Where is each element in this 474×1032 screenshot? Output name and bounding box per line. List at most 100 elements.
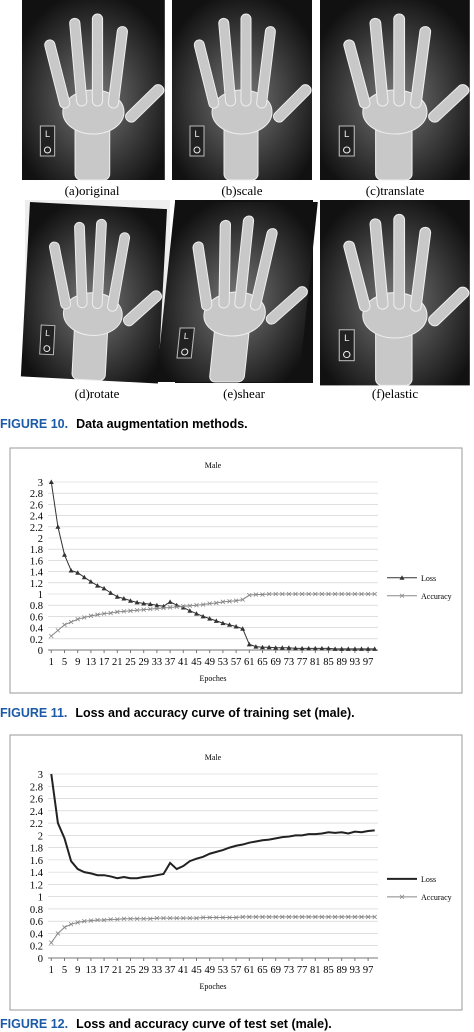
marker bbox=[101, 585, 107, 591]
marker bbox=[55, 628, 61, 633]
charts: Male00.20.40.60.811.21.41.61.822.22.42.6… bbox=[0, 447, 463, 1031]
marker bbox=[220, 599, 226, 605]
marker bbox=[68, 921, 74, 927]
marker bbox=[306, 645, 312, 651]
x-tick-label: 65 bbox=[257, 657, 268, 668]
marker bbox=[345, 646, 351, 651]
marker bbox=[352, 646, 358, 651]
y-tick-label: 3 bbox=[38, 478, 43, 489]
marker bbox=[121, 916, 127, 922]
y-tick-label: 1.4 bbox=[30, 868, 44, 879]
y-tick-label: 1.8 bbox=[30, 844, 43, 855]
marker bbox=[148, 606, 153, 612]
marker bbox=[299, 645, 305, 651]
x-tick-label: 45 bbox=[191, 965, 202, 976]
marker bbox=[115, 917, 120, 922]
marker bbox=[141, 916, 146, 922]
x-tick-label: 81 bbox=[310, 657, 321, 668]
x-tick-label: 1 bbox=[49, 657, 54, 668]
marker bbox=[339, 591, 344, 597]
legend-label: Loss bbox=[421, 875, 436, 884]
marker bbox=[194, 602, 199, 608]
marker bbox=[227, 598, 232, 604]
marker bbox=[115, 609, 120, 615]
x-tick-label: 41 bbox=[178, 965, 189, 976]
marker bbox=[365, 591, 371, 597]
marker bbox=[207, 601, 212, 606]
marker bbox=[312, 645, 318, 651]
marker bbox=[88, 613, 94, 619]
y-tick-label: 2.6 bbox=[30, 500, 43, 511]
marker bbox=[101, 917, 107, 923]
x-tick-label: 73 bbox=[284, 965, 295, 976]
x-tick-label: 85 bbox=[323, 657, 334, 668]
marker bbox=[128, 916, 133, 922]
marker bbox=[200, 613, 206, 619]
x-tick-label: 29 bbox=[138, 965, 149, 976]
y-tick-label: 2.2 bbox=[30, 819, 43, 830]
x-tick-label: 5 bbox=[62, 657, 67, 668]
marker bbox=[326, 645, 331, 651]
chart-frame bbox=[9, 734, 463, 1011]
marker bbox=[227, 915, 232, 920]
chart-title: Male bbox=[205, 753, 222, 762]
marker bbox=[273, 645, 279, 650]
panel-label: (c)translate bbox=[366, 183, 425, 198]
marker bbox=[108, 917, 113, 922]
x-tick-label: 69 bbox=[270, 657, 281, 668]
marker bbox=[313, 591, 318, 597]
marker bbox=[365, 646, 371, 651]
y-tick-label: 1.2 bbox=[30, 579, 43, 590]
marker bbox=[273, 591, 278, 597]
marker bbox=[121, 609, 127, 614]
marker bbox=[214, 915, 219, 920]
marker bbox=[233, 623, 239, 629]
marker bbox=[141, 607, 146, 612]
marker bbox=[266, 591, 272, 597]
marker bbox=[332, 914, 338, 920]
marker bbox=[346, 914, 351, 920]
marker bbox=[280, 914, 285, 920]
figure-label: FIGURE 10. bbox=[0, 417, 68, 431]
y-tick-label: 2.8 bbox=[30, 782, 43, 793]
marker bbox=[154, 606, 160, 611]
marker bbox=[246, 641, 252, 647]
y-tick-label: 1.4 bbox=[30, 568, 44, 579]
x-tick-label: 89 bbox=[336, 657, 347, 668]
marker bbox=[227, 622, 232, 627]
marker bbox=[62, 925, 67, 930]
series-line bbox=[50, 593, 375, 637]
x-tick-label: 61 bbox=[244, 965, 255, 976]
y-tick-label: 0.8 bbox=[30, 601, 43, 612]
x-tick-label: 17 bbox=[99, 657, 110, 668]
marker bbox=[55, 524, 61, 529]
y-tick-label: 2 bbox=[38, 831, 43, 842]
chart-title: Male bbox=[205, 461, 222, 470]
y-tick-label: 2.4 bbox=[30, 807, 44, 818]
marker bbox=[293, 591, 298, 597]
x-tick-label: 37 bbox=[165, 657, 176, 668]
chart-frame bbox=[9, 447, 463, 694]
marker bbox=[240, 597, 245, 602]
panel-label: (e)shear bbox=[223, 386, 266, 401]
x-tick-label: 29 bbox=[138, 657, 149, 668]
marker bbox=[68, 619, 74, 625]
y-tick-label: 0.2 bbox=[30, 635, 43, 646]
x-tick-label: 97 bbox=[363, 657, 374, 668]
x-tick-label: 77 bbox=[297, 657, 308, 668]
y-tick-label: 1 bbox=[38, 893, 43, 904]
marker bbox=[194, 611, 199, 616]
x-tick-label: 93 bbox=[350, 965, 361, 976]
panel-label: (a)original bbox=[65, 183, 120, 198]
legend-label: Accuracy bbox=[421, 592, 452, 601]
x-tick-label: 85 bbox=[323, 965, 334, 976]
marker bbox=[95, 917, 100, 923]
marker bbox=[134, 599, 140, 605]
marker bbox=[48, 479, 54, 484]
marker bbox=[128, 608, 133, 614]
marker bbox=[154, 602, 160, 608]
marker bbox=[180, 604, 186, 610]
caption-text: Data augmentation methods. bbox=[76, 417, 248, 431]
marker bbox=[161, 915, 166, 921]
marker bbox=[332, 646, 338, 651]
